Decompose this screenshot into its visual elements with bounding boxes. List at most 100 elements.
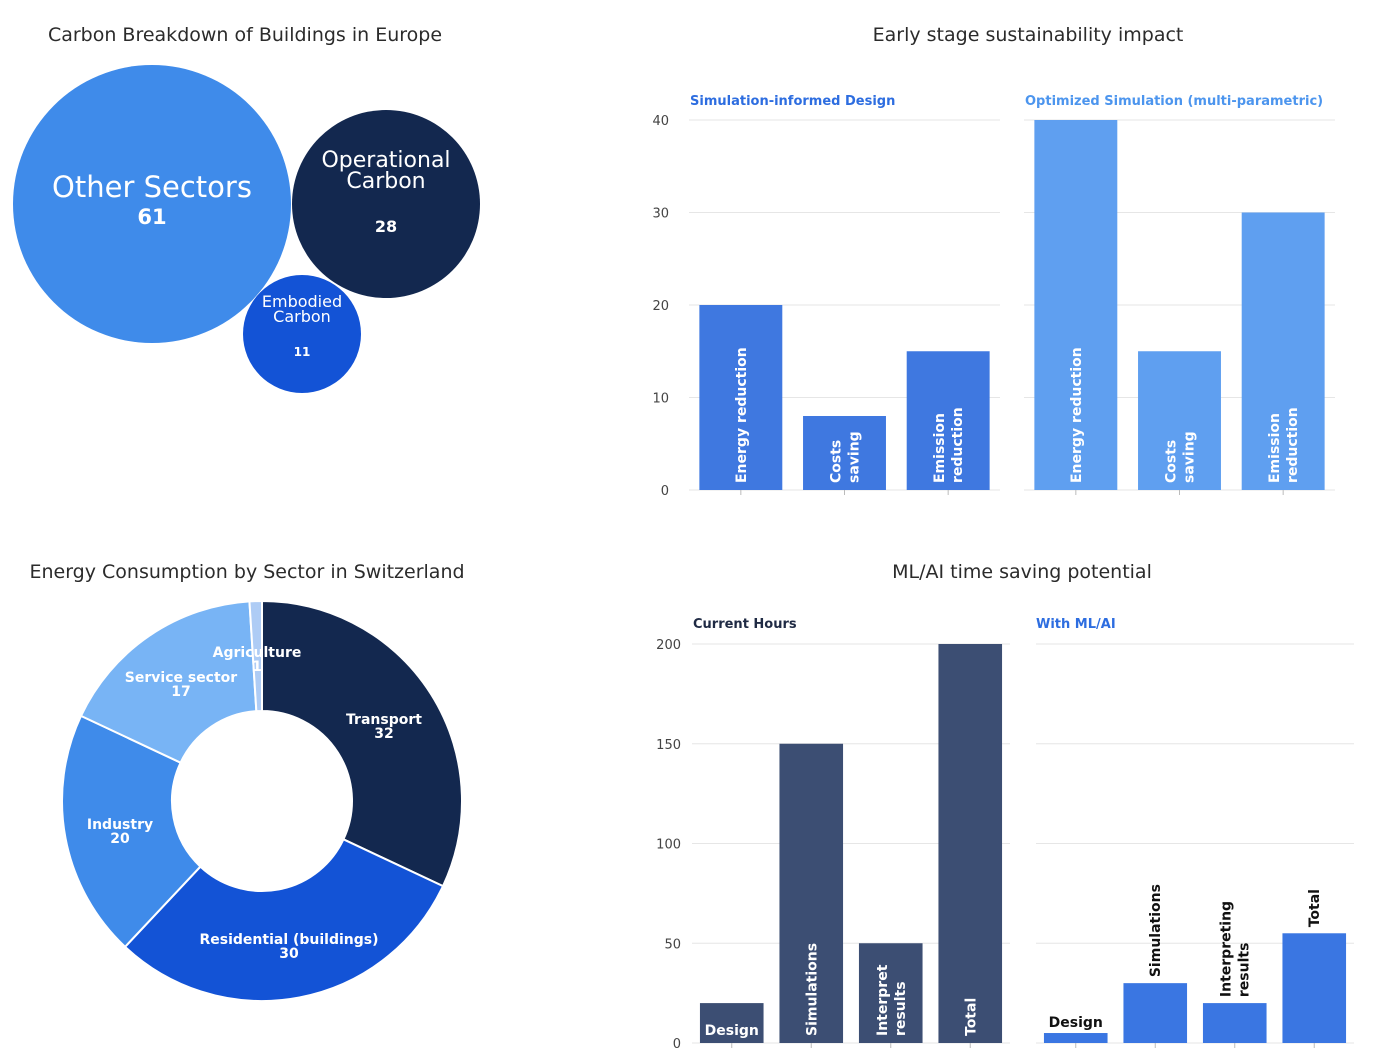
y-tick-label: 20 xyxy=(652,299,669,314)
bar-current-hours-interpret-results: Interpret results xyxy=(858,943,923,1048)
bubble-embodied-carbon-circle xyxy=(243,275,361,393)
bubble-label: Operational xyxy=(321,148,450,173)
bar xyxy=(938,644,1003,1043)
slice-label: Service sector xyxy=(125,670,238,686)
panel-title-with-ml-ai: With ML/AI xyxy=(1036,617,1116,632)
bar-with-ml-ai-simulations: Simulations xyxy=(1123,884,1188,1048)
bar-with-ml-ai-design: Design xyxy=(1043,1015,1108,1048)
bar-current-hours-simulations: Simulations xyxy=(779,743,844,1048)
bar-label: saving xyxy=(847,431,863,483)
bar-label: Energy reduction xyxy=(1069,347,1085,483)
bubble-operational-carbon-circle xyxy=(292,110,480,298)
donut-chart-title: Energy Consumption by Sector in Switzerl… xyxy=(29,561,464,583)
bar-label: reduction xyxy=(1285,407,1301,483)
bar-label: Design xyxy=(705,1023,759,1039)
slice-wedge xyxy=(123,837,445,1002)
ml-ai-chart-title: ML/AI time saving potential xyxy=(892,561,1152,583)
bar-label: Costs xyxy=(829,440,845,483)
slice-value: 1 xyxy=(252,659,262,675)
y-tick-label: 0 xyxy=(661,484,669,499)
slice-wedge xyxy=(61,714,202,949)
bar-label: Emission xyxy=(1267,413,1283,483)
bar-label: Total xyxy=(963,998,979,1036)
slice-industry xyxy=(61,714,202,949)
bubble-label: Carbon xyxy=(346,169,425,194)
bar xyxy=(858,943,923,1043)
bar-current-hours-total: Total xyxy=(938,644,1003,1048)
slice-value: 17 xyxy=(171,684,190,700)
bar-optimized-simulation-multi-parametric-energy-reduction: Energy reduction xyxy=(1034,120,1118,495)
slice-label: Industry xyxy=(87,817,153,833)
y-tick-label: 40 xyxy=(652,114,669,129)
donut-chart: Energy Consumption by Sector in Switzerl… xyxy=(29,561,465,1002)
bar-simulation-informed-design-emission-reduction: Emission reduction xyxy=(906,351,990,495)
bubble-value: 11 xyxy=(294,345,311,359)
y-tick-label: 200 xyxy=(656,638,681,653)
bar-label: reduction xyxy=(950,407,966,483)
bar-label: Total xyxy=(1307,889,1323,927)
bar-optimized-simulation-multi-parametric-emission-reduction: Emission reduction xyxy=(1241,212,1325,495)
slice-value: 20 xyxy=(110,831,130,847)
bar-simulation-informed-design-energy-reduction: Energy reduction xyxy=(699,305,783,495)
sustainability-chart-title: Early stage sustainability impact xyxy=(873,24,1184,46)
y-tick-label: 150 xyxy=(656,738,681,753)
bar xyxy=(1241,212,1325,490)
slice-label: Agriculture xyxy=(213,645,302,661)
bubble-chart: Carbon Breakdown of Buildings in Europe … xyxy=(13,24,480,393)
slice-wedge xyxy=(248,599,263,713)
bar xyxy=(1282,933,1347,1043)
bar-label: results xyxy=(893,981,909,1036)
bar-label: Design xyxy=(1049,1015,1103,1031)
bar-label: Energy reduction xyxy=(734,347,750,483)
panel-title-simulation-informed: Simulation-informed Design xyxy=(690,94,895,109)
y-tick-label: 0 xyxy=(673,1037,681,1052)
bar-label: Simulations xyxy=(1148,884,1164,977)
bar-label: results xyxy=(1237,943,1253,998)
slice-wedge xyxy=(79,600,258,765)
bar-label: Interpreting xyxy=(1219,901,1235,997)
bar-with-ml-ai-interpreting-results: Interpreting results xyxy=(1202,901,1267,1048)
bubble-value: 61 xyxy=(137,205,166,229)
bar-with-ml-ai-total: Total xyxy=(1282,889,1347,1048)
slice-agriculture xyxy=(248,599,263,713)
slice-value: 32 xyxy=(374,726,393,742)
bar-label: Costs xyxy=(1164,440,1180,483)
ml-ai-chart: ML/AI time saving potential Current Hour… xyxy=(656,561,1354,1052)
bar-label: Simulations xyxy=(804,943,820,1036)
bar-label: saving xyxy=(1182,431,1198,483)
y-tick-label: 100 xyxy=(656,838,681,853)
y-tick-label: 10 xyxy=(652,392,669,407)
y-tick-label: 30 xyxy=(652,207,669,222)
bar xyxy=(1043,1033,1108,1043)
bar-label: Emission xyxy=(932,413,948,483)
bar xyxy=(779,743,844,1043)
bar-label: Interpret xyxy=(875,964,891,1036)
bar-simulation-informed-design-costs-saving: Costs saving xyxy=(803,416,886,495)
slice-service-sector xyxy=(79,600,258,765)
bar xyxy=(906,351,990,490)
slice-residential-buildings xyxy=(123,837,445,1002)
bar xyxy=(1202,1003,1267,1043)
bar xyxy=(803,416,886,490)
panel-title-optimized-simulation: Optimized Simulation (multi-parametric) xyxy=(1025,94,1323,109)
bar xyxy=(699,305,783,490)
y-tick-label: 50 xyxy=(664,937,681,952)
slice-value: 30 xyxy=(279,946,299,962)
bubble-label: Other Sectors xyxy=(52,170,252,204)
panel-title-current-hours: Current Hours xyxy=(693,617,797,632)
slice-transport xyxy=(261,599,463,888)
bar-optimized-simulation-multi-parametric-costs-saving: Costs saving xyxy=(1138,351,1221,495)
bar xyxy=(1034,120,1118,490)
slice-wedge xyxy=(261,599,463,888)
bubble-other-sectors-circle xyxy=(13,65,291,343)
bubble-value: 28 xyxy=(375,217,397,236)
slice-label: Transport xyxy=(346,712,422,728)
sustainability-chart: Early stage sustainability impact Simula… xyxy=(652,24,1335,499)
slice-label: Residential (buildings) xyxy=(199,932,378,948)
bubble-label: Embodied xyxy=(262,292,342,311)
bar xyxy=(1138,351,1221,490)
